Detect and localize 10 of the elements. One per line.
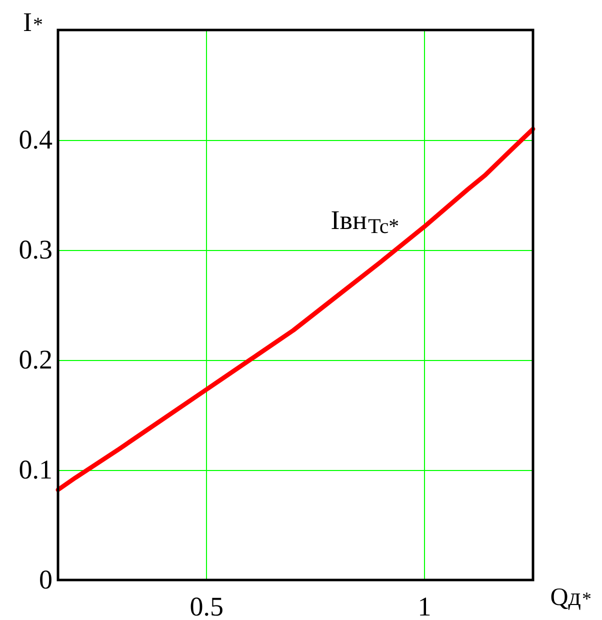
x-tick-label: 1 [418,592,432,620]
y-tick-label: 0.4 [18,124,53,154]
line-series [56,126,536,492]
x-tick-label: 0.5 [190,592,224,620]
y-tick-label: 0.3 [18,234,52,264]
y-axis-title: I* [23,7,43,37]
y-tick-label: 0 [39,564,52,594]
x-axis-title: Qд* [550,584,592,611]
y-tick-label: 0.2 [18,344,52,374]
y-tick-label: 0.1 [18,454,52,484]
